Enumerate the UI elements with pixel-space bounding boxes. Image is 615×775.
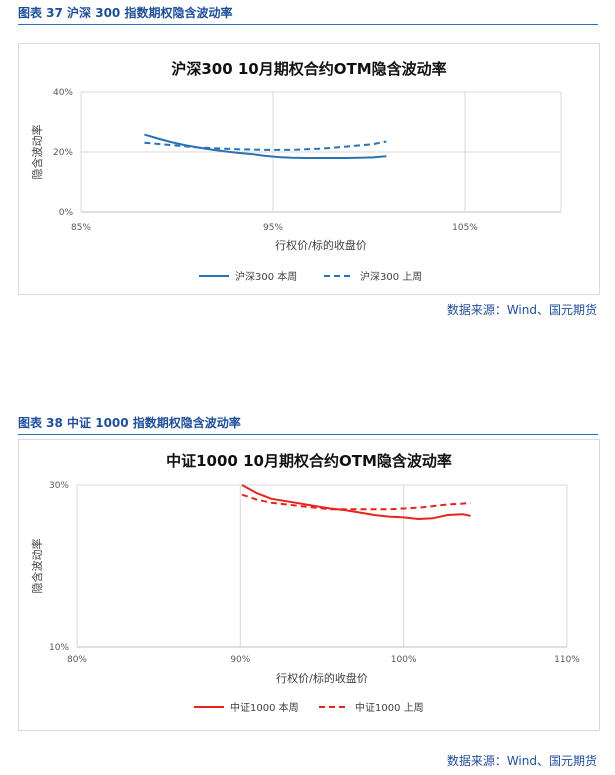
figure-1-rule — [18, 24, 598, 25]
x-axis-label: 行权价/标的收盘价 — [275, 238, 367, 252]
figure-1-source: 数据来源：Wind、国元期货 — [446, 303, 597, 317]
legend-label-2: 中证1000 上周 — [355, 701, 424, 714]
y-axis-label: 隐含波动率 — [30, 125, 44, 180]
x-tick-label: 80% — [67, 655, 87, 665]
y-tick-label: 30% — [49, 481, 69, 491]
y-axis-label: 隐含波动率 — [30, 539, 44, 594]
chart-title: 中证1000 10月期权合约OTM隐含波动率 — [166, 452, 452, 470]
x-tick-label: 105% — [452, 223, 478, 233]
x-tick-label: 85% — [71, 223, 91, 233]
x-tick-label: 100% — [391, 655, 417, 665]
series-line-2 — [241, 493, 471, 511]
x-axis-label: 行权价/标的收盘价 — [276, 671, 368, 685]
series-line-1 — [144, 133, 387, 159]
figure-1-caption: 图表 37 沪深 300 指数期权隐含波动率 — [18, 6, 233, 20]
figure-2-rule — [18, 434, 598, 435]
legend-label-1: 沪深300 本周 — [235, 270, 297, 283]
x-tick-label: 90% — [230, 655, 250, 665]
chart-2-container: 中证1000 10月期权合约OTM隐含波动率 80% 90% 100% 110% 10% 3… — [18, 439, 600, 731]
x-tick-label: 110% — [554, 655, 580, 665]
chart-2-svg: 中证1000 10月期权合约OTM隐含波动率 80% 90% 100% 110% 10% 3… — [30, 452, 580, 714]
legend-label-1: 中证1000 本周 — [230, 701, 299, 714]
series-line-2 — [144, 140, 387, 151]
series-line-1 — [241, 484, 471, 520]
chart-1-container: 沪深300 10月期权合约OTM隐含波动率 85% 95% 105% 0% 20% 40% 行… — [18, 43, 600, 295]
figure-2-caption: 图表 38 中证 1000 指数期权隐含波动率 — [18, 416, 241, 430]
figure-2-source: 数据来源：Wind、国元期货 — [446, 754, 597, 768]
x-tick-label: 95% — [263, 223, 283, 233]
legend-label-2: 沪深300 上周 — [360, 270, 422, 283]
chart-title: 沪深300 10月期权合约OTM隐含波动率 — [171, 60, 446, 78]
y-tick-label: 0% — [59, 208, 74, 218]
y-tick-label: 20% — [53, 148, 73, 158]
chart-1-svg: 沪深300 10月期权合约OTM隐含波动率 85% 95% 105% 0% 20% 40% 行… — [30, 60, 562, 283]
y-tick-label: 40% — [53, 88, 73, 98]
y-tick-label: 10% — [49, 643, 69, 653]
